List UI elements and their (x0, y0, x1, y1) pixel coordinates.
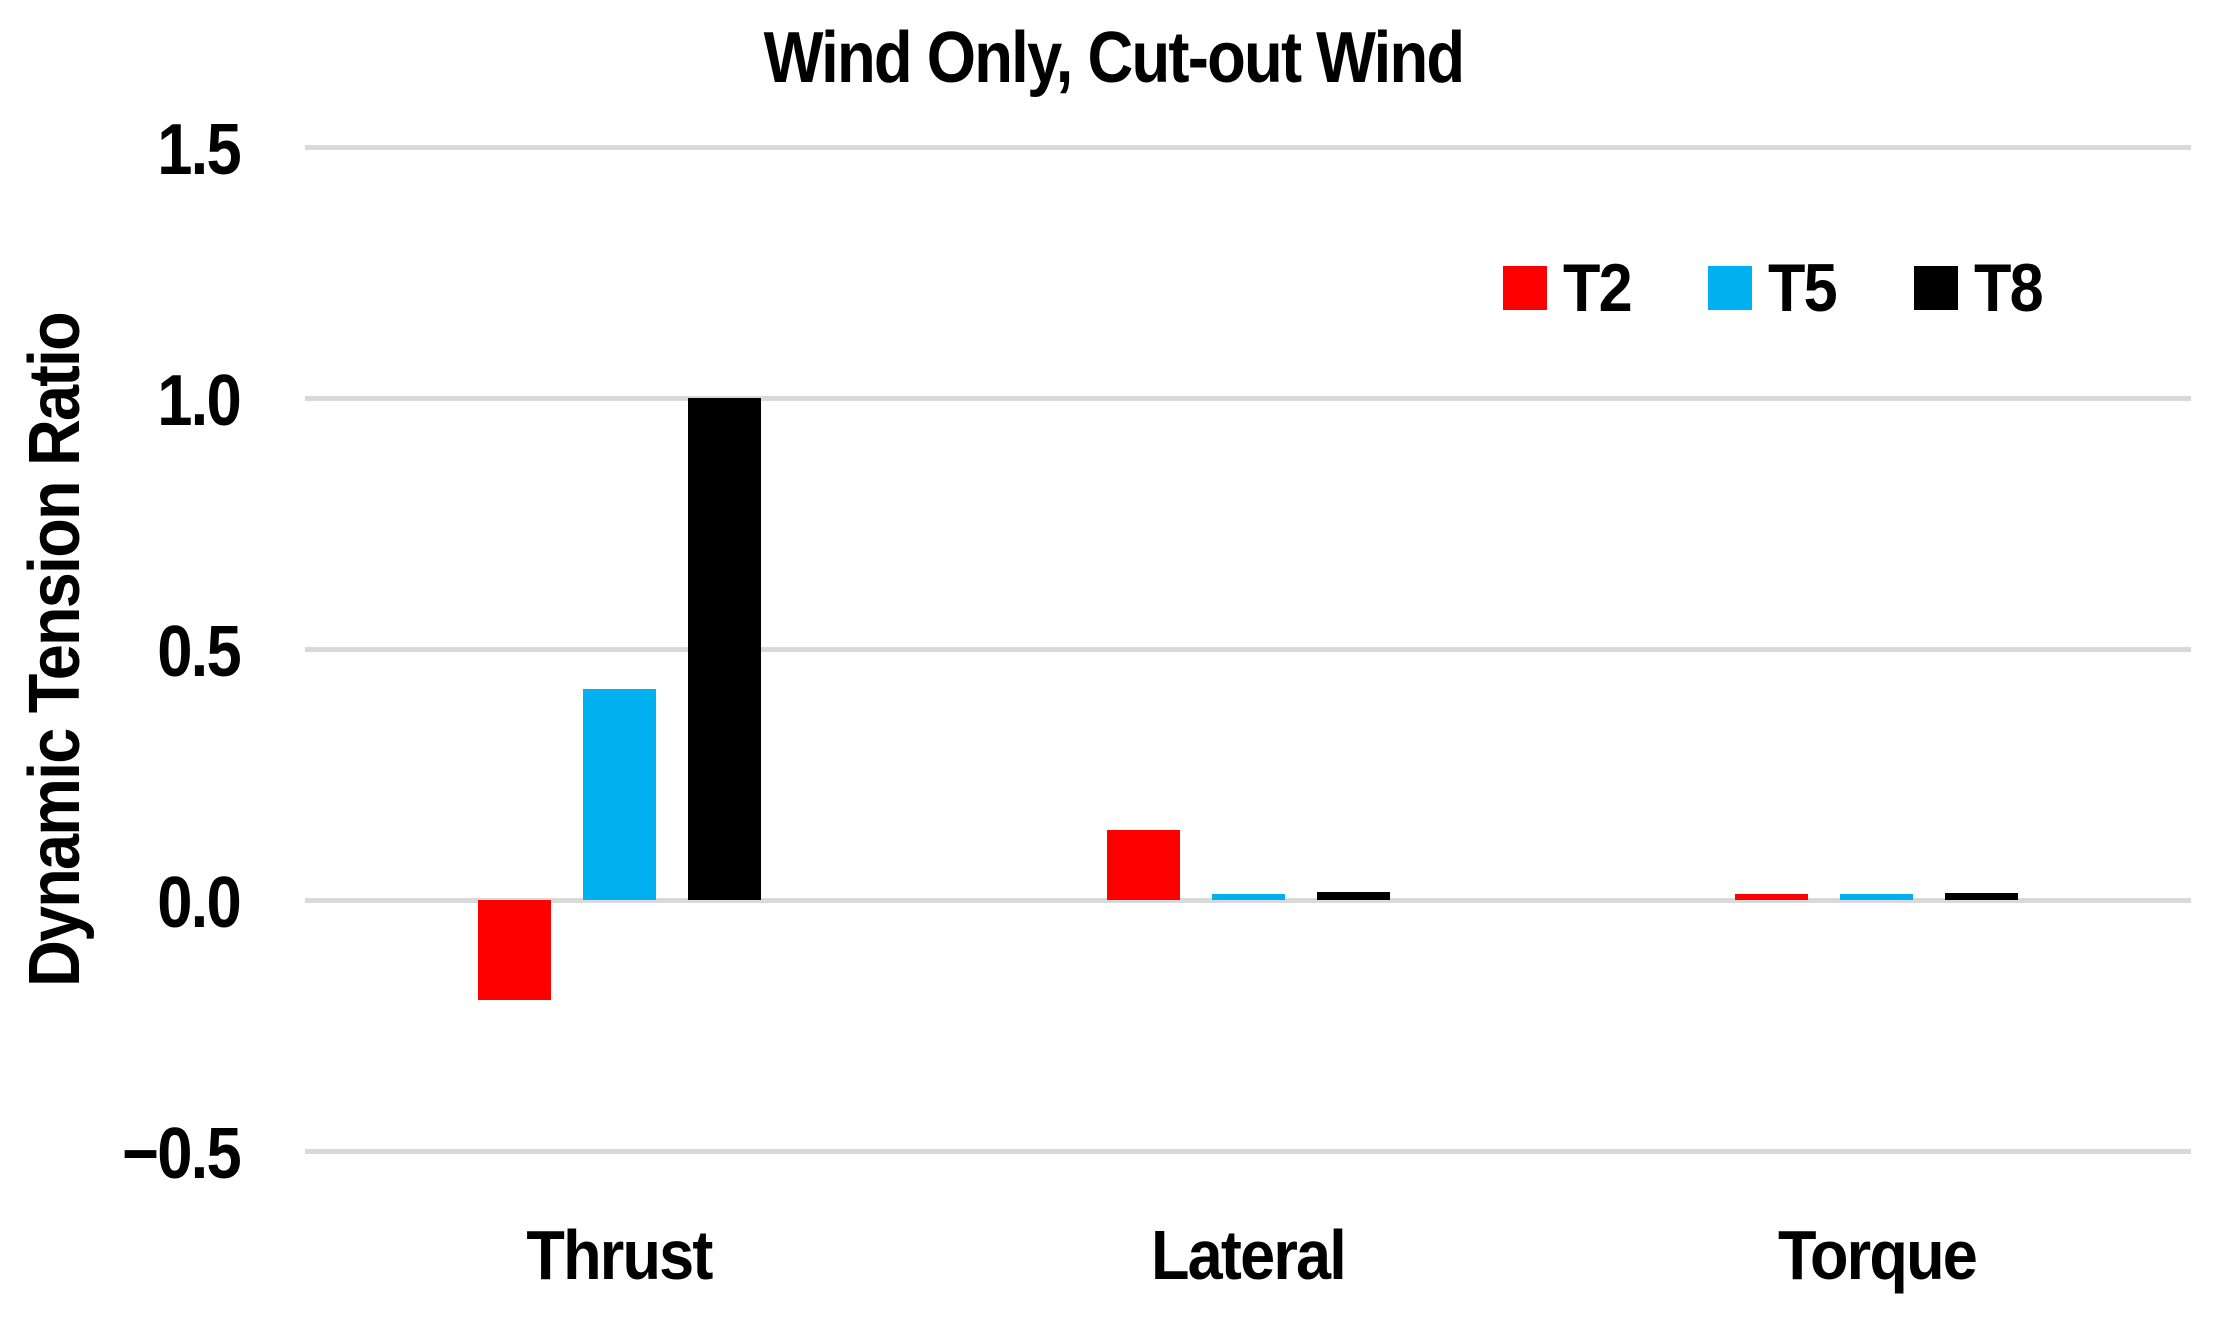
bar-T2-Lateral (1107, 830, 1180, 900)
y-tick-label-0.0: 0.0 (157, 863, 242, 943)
y-tick-label-1.5: 1.5 (157, 110, 242, 190)
bar-T8-Lateral (1317, 892, 1390, 900)
legend-swatch-T5 (1708, 266, 1753, 310)
legend-entry-T8: T8 (1913, 250, 2049, 326)
gridline-1.0 (305, 396, 2191, 401)
legend-label-T2: T2 (1563, 250, 1633, 326)
gridline-0.5 (305, 647, 2191, 652)
bar-T5-Torque (1840, 894, 1913, 900)
gridline-1.5 (305, 145, 2191, 150)
bar-T5-Lateral (1212, 894, 1285, 900)
legend-swatch-T2 (1503, 266, 1547, 310)
y-tick-label-1.0: 1.0 (157, 361, 242, 441)
bar-T8-Thrust (688, 398, 761, 900)
gridline-−0.5 (305, 1149, 2191, 1154)
legend-label-T5: T5 (1768, 250, 1838, 326)
legend: T2 T5 T8 (1503, 250, 2049, 326)
gridline-0.0 (305, 898, 2191, 903)
bar-T5-Thrust (583, 689, 656, 900)
legend-swatch-T8 (1913, 266, 1958, 310)
y-tick-label-−0.5: −0.5 (121, 1114, 242, 1194)
x-category-label-Lateral: Lateral (1150, 1216, 1347, 1294)
x-category-label-Thrust: Thrust (526, 1216, 713, 1294)
x-category-label-Torque: Torque (1777, 1216, 1978, 1294)
bar-T8-Torque (1945, 893, 2018, 900)
legend-entry-T2: T2 (1503, 250, 1638, 326)
legend-label-T8: T8 (1973, 250, 2044, 326)
legend-entry-T5: T5 (1708, 250, 1843, 326)
bar-T2-Torque (1735, 894, 1808, 900)
y-tick-label-0.5: 0.5 (157, 612, 242, 692)
bar-T2-Thrust (478, 900, 551, 1000)
chart-title: Wind Only, Cut-out Wind (763, 18, 1465, 98)
